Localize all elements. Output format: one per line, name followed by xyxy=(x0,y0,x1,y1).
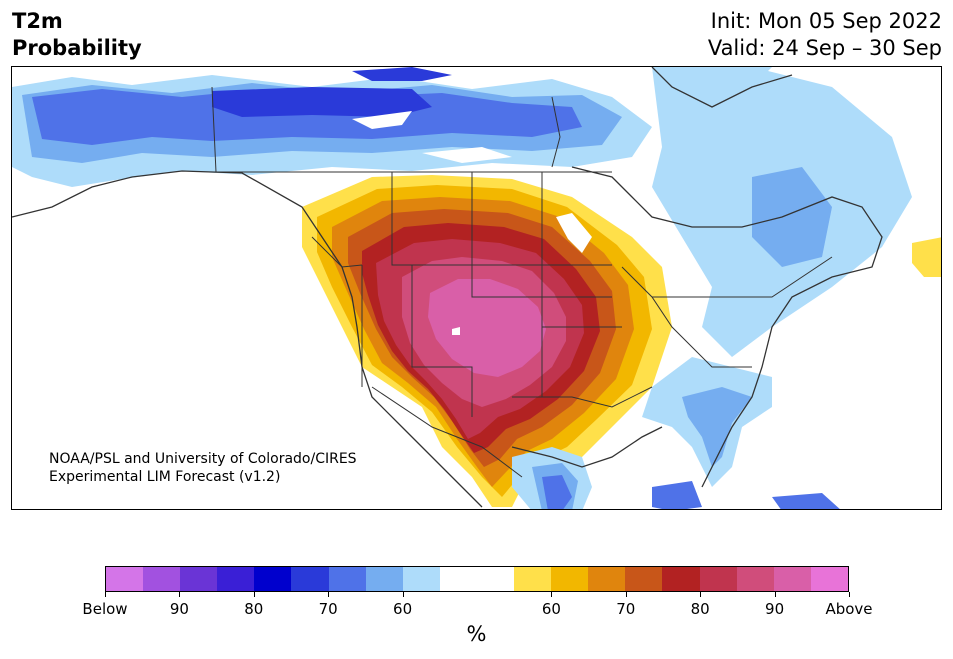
colorbar-segment xyxy=(699,567,737,591)
forecast-dates: Init: Mon 05 Sep 2022 Valid: 24 Sep – 30… xyxy=(708,8,942,62)
colorbar-segment xyxy=(476,567,515,591)
colorbar-tick xyxy=(402,592,404,597)
colorbar-tick xyxy=(328,592,330,597)
coastlines xyxy=(12,67,883,508)
colorbar-tick xyxy=(774,592,776,597)
colorbar-segment xyxy=(143,567,181,591)
colorbar-tick-label: Below xyxy=(82,600,128,618)
colorbar-segment xyxy=(106,567,144,591)
colorbar-segment xyxy=(588,567,626,591)
colorbar-segment xyxy=(514,567,552,591)
cold-anomaly-eastern-canada xyxy=(652,67,912,357)
colorbar-tick xyxy=(625,592,627,597)
colorbar-tick-label: 70 xyxy=(318,600,338,618)
valid-date-label: Valid: 24 Sep – 30 Sep xyxy=(707,36,942,60)
colorbar-segment xyxy=(291,567,329,591)
cold-anomaly-southeast-us xyxy=(512,237,941,509)
colorbar-tick xyxy=(700,592,702,597)
colorbar-segment xyxy=(402,567,440,591)
credit-line-1: NOAA/PSL and University of Colorado/CIRE… xyxy=(49,451,357,467)
probability-map xyxy=(11,66,942,510)
colorbar-tick-label: 90 xyxy=(169,600,189,618)
title-line-2: Probability xyxy=(12,36,142,60)
probability-colorbar xyxy=(105,566,849,592)
colorbar-segment xyxy=(551,567,589,591)
credit-line-2: Experimental LIM Forecast (v1.2) xyxy=(49,469,281,485)
map-title: T2m Probability xyxy=(12,8,142,62)
colorbar-tick xyxy=(179,592,181,597)
colorbar-tick-label: 60 xyxy=(393,600,413,618)
colorbar-segment xyxy=(625,567,663,591)
colorbar-segment xyxy=(662,567,700,591)
colorbar-segment xyxy=(810,567,848,591)
colorbar-segment xyxy=(365,567,403,591)
colorbar-tick-label: Above xyxy=(825,600,873,618)
colorbar-segment xyxy=(328,567,366,591)
colorbar-tick-label: 80 xyxy=(690,600,710,618)
colorbar-segment xyxy=(773,567,811,591)
colorbar-tick-label: 90 xyxy=(765,600,785,618)
colorbar-segment xyxy=(180,567,218,591)
data-credit: NOAA/PSL and University of Colorado/CIRE… xyxy=(49,450,357,486)
colorbar-segment xyxy=(217,567,255,591)
init-date-label: Init: Mon 05 Sep 2022 xyxy=(710,9,942,33)
colorbar-segment xyxy=(254,567,292,591)
map-canvas xyxy=(12,67,941,509)
colorbar-segment xyxy=(736,567,774,591)
cold-anomaly-northern-canada xyxy=(12,67,652,187)
colorbar-tick xyxy=(849,592,850,597)
warm-anomaly-western-us xyxy=(302,175,672,507)
colorbar-tick xyxy=(551,592,553,597)
colorbar-tick-label: 70 xyxy=(616,600,636,618)
colorbar-unit: % xyxy=(466,622,487,646)
colorbar-tick xyxy=(253,592,255,597)
colorbar-tick xyxy=(105,592,106,597)
colorbar-segment xyxy=(439,567,477,591)
colorbar-tick-label: 60 xyxy=(541,600,561,618)
colorbar-tick-label: 80 xyxy=(244,600,264,618)
title-line-1: T2m xyxy=(12,9,63,33)
